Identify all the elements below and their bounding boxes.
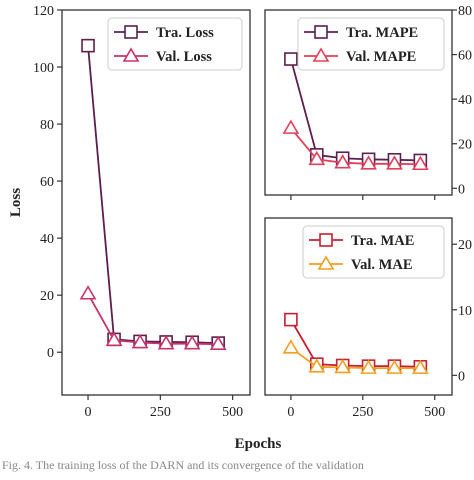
- mae-y-tick-label: 10: [458, 304, 472, 319]
- mae-data-point: [334, 358, 352, 374]
- mape-y-tick-label: 20: [458, 138, 472, 153]
- mape-data-point: [360, 155, 377, 170]
- mae-legend-box: [302, 225, 445, 279]
- loss-y-tick-label: 40: [40, 232, 54, 247]
- loss-y-tick-label: 120: [33, 4, 54, 19]
- loss-data-point: [209, 335, 227, 351]
- mape-data-point: [386, 155, 403, 170]
- mape-data-point: [284, 52, 298, 66]
- loss-y-tick-label: 0: [47, 346, 54, 361]
- mae-x-tick-label: 0: [287, 405, 294, 420]
- loss-legend-box: [107, 17, 243, 71]
- mape-plot-frame: [264, 9, 453, 196]
- loss-legend-label: Tra. Loss: [156, 25, 214, 41]
- mape-legend-label: Tra. MAPE: [346, 25, 418, 41]
- mae-legend-label: Tra. MAE: [351, 233, 414, 249]
- mae-legend-label: Val. MAE: [351, 257, 413, 273]
- loss-data-point: [105, 331, 123, 347]
- loss-data-point: [81, 38, 95, 53]
- mape-y-tick-label: 0: [458, 182, 465, 197]
- mape-data-point: [282, 119, 300, 134]
- loss-data-point: [79, 285, 97, 300]
- loss-legend-marker: [124, 25, 138, 39]
- loss-legend-label: Val. Loss: [156, 49, 212, 65]
- mape-legend: Tra. MAPE Val. MAPE: [297, 17, 445, 71]
- loss-data-point: [157, 335, 175, 350]
- mae-legend-marker: [317, 255, 335, 270]
- mape-legend-box: [297, 17, 445, 71]
- mae-legend: Tra. MAE Val. MAE: [302, 225, 445, 279]
- loss-x-tick-label: 0: [85, 405, 92, 420]
- mae-x-tick-label: 500: [424, 405, 445, 420]
- mape-y-tick-label: 80: [458, 4, 472, 19]
- loss-x-tick-label: 250: [150, 405, 171, 420]
- mae-plot-frame: [264, 217, 453, 396]
- loss-data-point: [131, 333, 149, 349]
- mae-data-point: [360, 359, 377, 374]
- mae-data-point: [386, 359, 403, 374]
- mape-legend-label: Val. MAPE: [346, 49, 416, 65]
- mae-legend-marker: [319, 233, 333, 247]
- mape-data-point: [308, 150, 326, 166]
- mape-data-point: [334, 154, 352, 169]
- loss-y-tick-label: 80: [40, 118, 54, 133]
- loss-plot-frame: [61, 9, 251, 396]
- mape-y-tick-label: 40: [458, 93, 472, 108]
- mape-legend-marker: [314, 25, 328, 39]
- loss-y-axis-title: Loss: [8, 188, 24, 217]
- loss-y-tick-label: 60: [40, 175, 54, 190]
- loss-chart: 0 20 40 60 80 100 120 0 250 500 Loss Tra. Loss Val. …: [8, 4, 251, 420]
- loss-y-tick-label: 100: [33, 61, 54, 76]
- figure-caption: Fig. 4. The training loss of the DARN an…: [2, 458, 364, 472]
- mae-data-point: [282, 339, 300, 354]
- mape-legend-marker: [312, 47, 330, 62]
- loss-legend-marker: [122, 47, 140, 62]
- mape-y-tick-label: 60: [458, 49, 472, 64]
- loss-legend: Tra. Loss Val. Loss: [107, 17, 243, 71]
- mae-y-tick-label: 0: [458, 369, 465, 384]
- mae-data-point: [411, 359, 429, 374]
- mape-chart: 0 20 40 60 80 Tra. MAPE Val. MAPE: [264, 4, 472, 200]
- mape-data-point: [411, 155, 429, 171]
- mape-series-line: [290, 58, 421, 162]
- mae-data-point: [284, 312, 298, 327]
- loss-data-point: [183, 335, 201, 350]
- loss-x-tick-label: 500: [222, 405, 243, 420]
- mae-chart: 0 10 20 0 250 500 Tra. MAE Val. MAE: [264, 217, 472, 420]
- loss-y-tick-label: 20: [40, 289, 54, 304]
- loss-series-line: [87, 45, 219, 344]
- x-axis-title: Epochs: [235, 436, 282, 452]
- mae-y-tick-label: 20: [458, 238, 472, 253]
- mae-x-tick-label: 250: [352, 405, 373, 420]
- mae-data-point: [308, 358, 326, 373]
